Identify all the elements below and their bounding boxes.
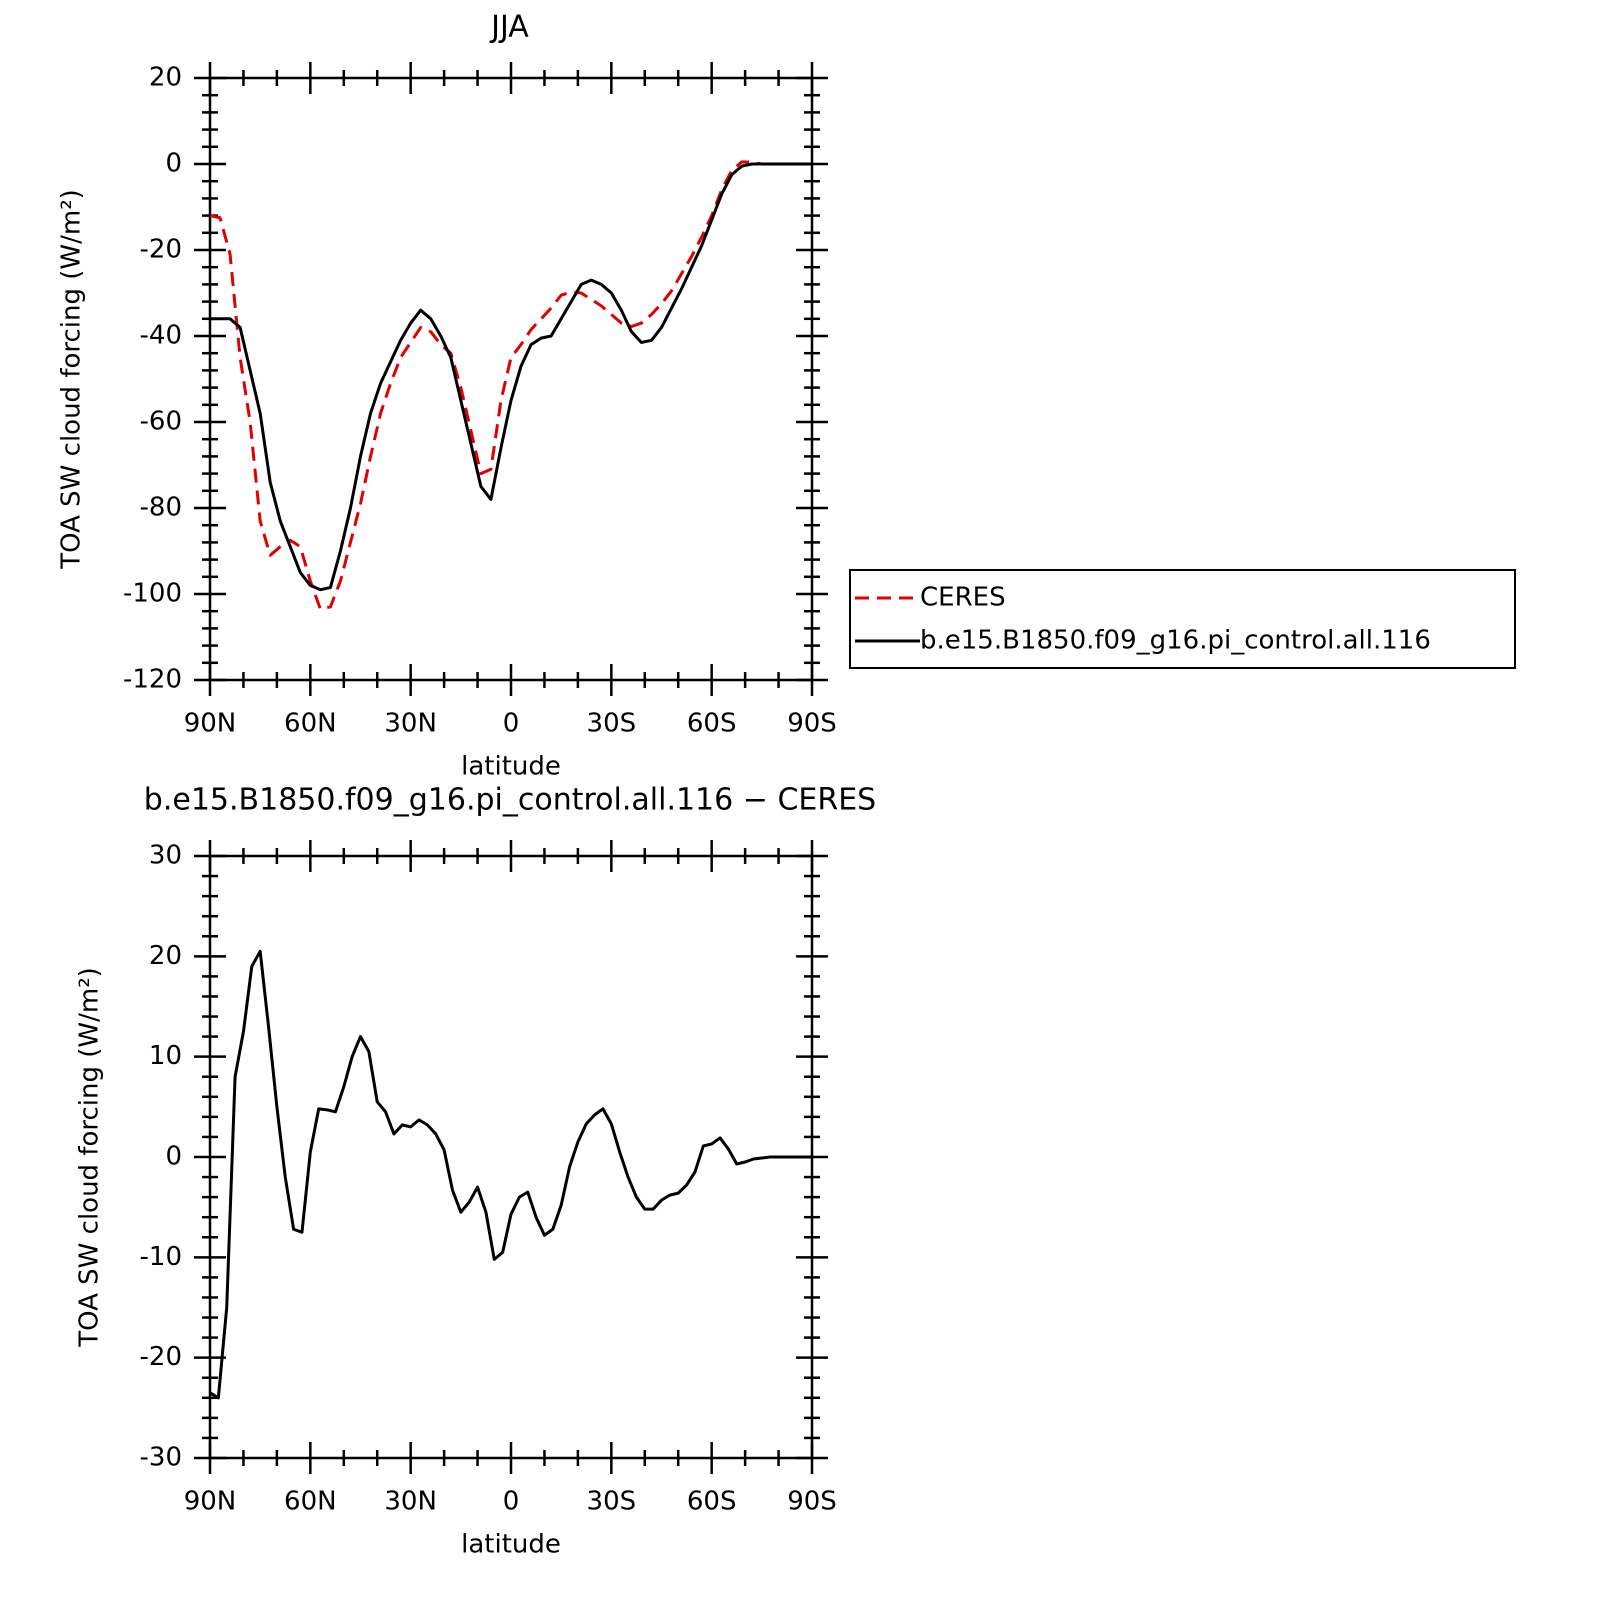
x-tick-label: 0 <box>503 709 520 739</box>
x-tick-label: 90S <box>787 1487 837 1517</box>
x-tick-label: 90N <box>184 709 237 739</box>
y-tick-label: 0 <box>165 1142 182 1172</box>
legend-label: b.e15.B1850.f09_g16.pi_control.all.116 <box>920 626 1431 656</box>
chart-title: JJA <box>489 10 529 45</box>
data-line <box>210 162 812 592</box>
y-tick-label: 20 <box>149 63 182 93</box>
y-tick-label: -20 <box>140 1342 182 1372</box>
y-tick-label: -120 <box>123 665 182 695</box>
legend-box <box>849 569 1516 669</box>
x-tick-label: 30N <box>384 1487 437 1517</box>
y-tick-label: -10 <box>140 1242 182 1272</box>
x-tick-label: 30S <box>587 1487 637 1517</box>
x-tick-label: 30S <box>587 709 637 739</box>
x-tick-label: 60N <box>284 1487 337 1517</box>
data-line <box>209 160 812 611</box>
x-tick-label: 60S <box>687 709 737 739</box>
x-tick-label: 60N <box>284 709 337 739</box>
y-axis-label: TOA SW cloud forcing (W/m²) <box>75 967 105 1348</box>
y-tick-label: -80 <box>140 493 182 523</box>
chart-title: b.e15.B1850.f09_g16.pi_control.all.116 −… <box>144 783 876 818</box>
legend-label: CERES <box>920 583 1006 613</box>
y-tick-label: -60 <box>140 407 182 437</box>
x-axis-label: latitude <box>461 752 561 782</box>
y-tick-label: 10 <box>149 1041 182 1071</box>
x-tick-label: 90S <box>787 709 837 739</box>
y-tick-label: -40 <box>140 321 182 351</box>
y-tick-label: 0 <box>165 149 182 179</box>
y-tick-label: -100 <box>123 579 182 609</box>
y-tick-label: 30 <box>149 841 182 871</box>
plot-frame <box>208 854 814 1460</box>
x-axis-label: latitude <box>461 1530 561 1560</box>
x-tick-label: 90N <box>184 1487 237 1517</box>
data-line <box>209 949 812 1400</box>
y-tick-label: -30 <box>140 1443 182 1473</box>
x-tick-label: 0 <box>503 1487 520 1517</box>
y-tick-label: -20 <box>140 235 182 265</box>
x-tick-label: 60S <box>687 1487 737 1517</box>
plot-frame <box>208 76 814 682</box>
y-tick-label: 20 <box>149 941 182 971</box>
x-tick-label: 30N <box>384 709 437 739</box>
y-axis-label: TOA SW cloud forcing (W/m²) <box>57 189 87 570</box>
